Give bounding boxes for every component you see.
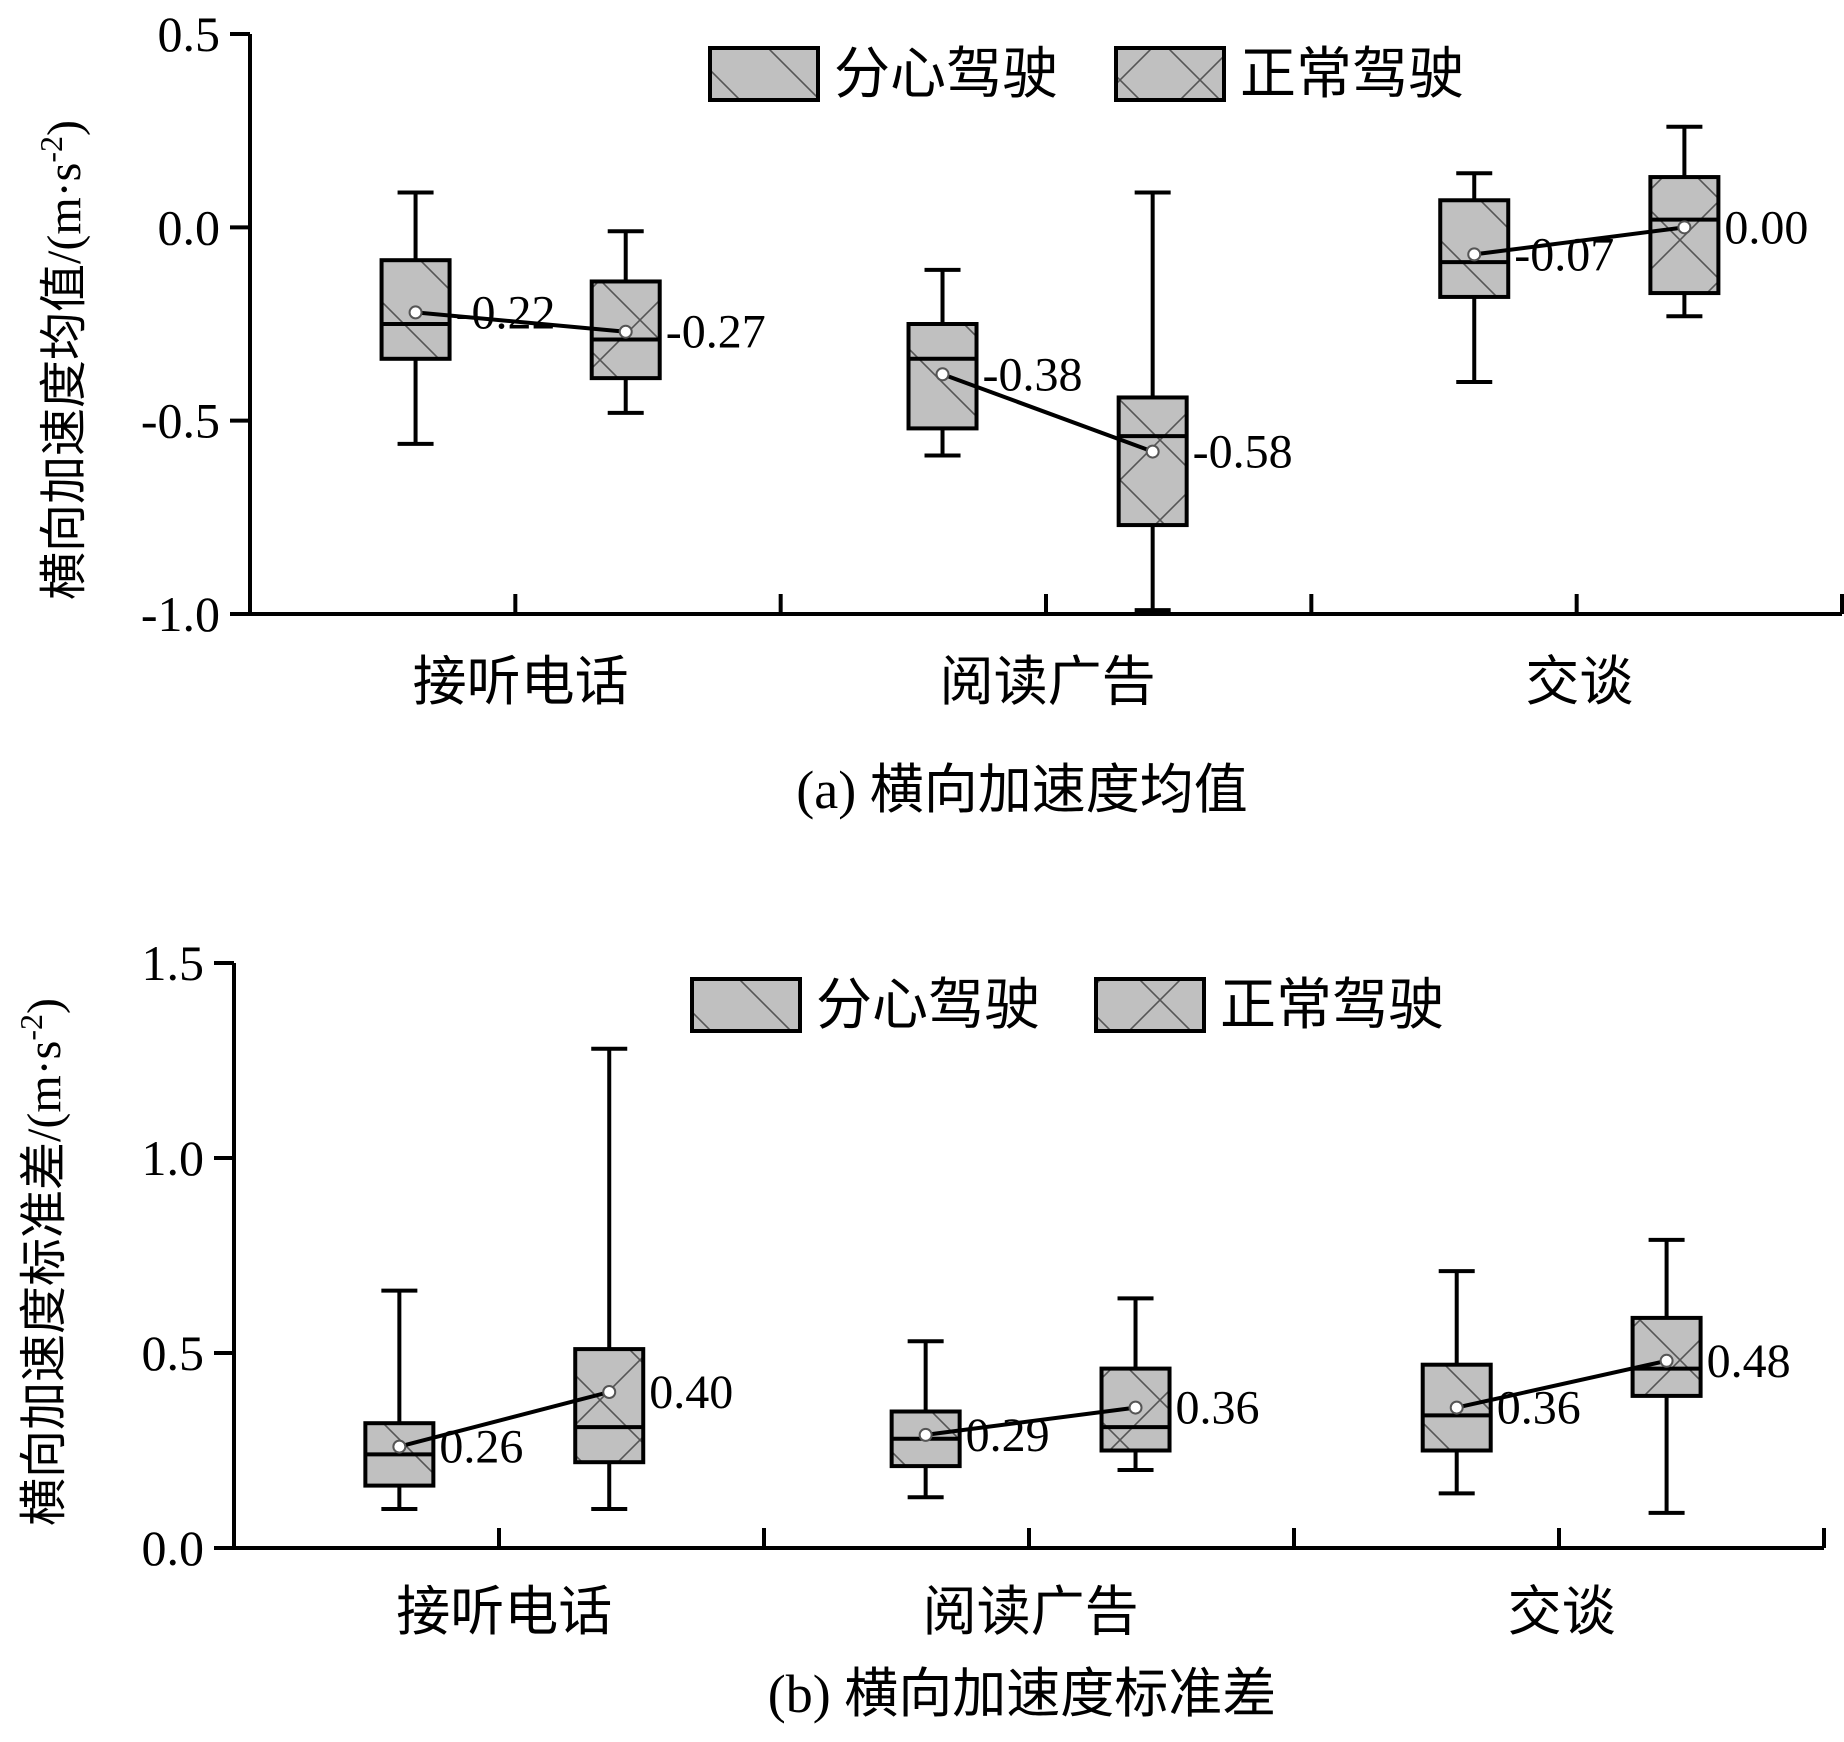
mean-connector bbox=[1456, 1358, 1668, 1410]
mean-marker bbox=[618, 324, 633, 339]
mean-marker bbox=[935, 367, 950, 382]
legend-swatch-normal bbox=[1114, 46, 1226, 102]
box bbox=[1116, 395, 1189, 528]
panel-caption: (a) 横向加速度均值 bbox=[796, 760, 1247, 820]
x-category-label: 接听电话 bbox=[413, 652, 629, 712]
mean-marker bbox=[1659, 1353, 1674, 1368]
y-tick-label: 1.5 bbox=[142, 935, 205, 991]
mean-connector bbox=[1473, 225, 1685, 257]
mean-marker bbox=[1145, 444, 1160, 459]
mean-value-label: -0.38 bbox=[983, 348, 1083, 401]
mean-value-label: -0.58 bbox=[1193, 426, 1293, 479]
mean-value-label: 0.36 bbox=[1497, 1382, 1581, 1435]
mean-value-label: -0.22 bbox=[456, 286, 556, 339]
y-tick-label: -1.0 bbox=[141, 586, 220, 642]
y-tick-label: 0.0 bbox=[158, 199, 221, 255]
mean-marker bbox=[602, 1385, 617, 1399]
y-tick-label: 1.0 bbox=[142, 1130, 205, 1186]
legend: 分心驾驶 正常驾驶 bbox=[708, 44, 1464, 106]
mean-connector bbox=[398, 1390, 610, 1449]
mean-connector bbox=[941, 372, 1154, 454]
mean-value-label: 0.36 bbox=[1176, 1382, 1260, 1435]
y-tick-label: 0.5 bbox=[142, 1325, 205, 1381]
mean-marker bbox=[408, 305, 423, 320]
mean-value-label: 0.48 bbox=[1707, 1335, 1791, 1388]
mean-marker bbox=[1449, 1400, 1464, 1415]
mean-value-label: 0.29 bbox=[966, 1409, 1050, 1462]
y-tick-label: -0.5 bbox=[141, 393, 220, 449]
mean-connector bbox=[925, 1405, 1136, 1437]
mean-value-label: 0.26 bbox=[439, 1421, 523, 1474]
box bbox=[1648, 175, 1721, 296]
panel-b-std-lateral-acceleration: 分心驾驶 正常驾驶 横向加速度标准差/(m·s-2) (b) 横向加速度标准差 … bbox=[13, 935, 1826, 1724]
mean-marker bbox=[1467, 247, 1482, 262]
y-axis-label: 横向加速度标准差/(m·s-2) bbox=[13, 998, 71, 1526]
y-tick-label: 0.0 bbox=[142, 1520, 205, 1576]
mean-marker bbox=[1677, 220, 1692, 235]
mean-marker bbox=[392, 1439, 407, 1454]
legend-label-normal: 正常驾驶 bbox=[1220, 975, 1444, 1037]
mean-marker bbox=[1128, 1400, 1143, 1415]
mean-value-label: -0.27 bbox=[666, 306, 766, 359]
mean-connector bbox=[415, 310, 626, 334]
mean-value-label: -0.07 bbox=[1514, 228, 1614, 281]
y-axis-label: 横向加速度均值/(m·s-2) bbox=[33, 120, 91, 600]
legend-swatch-distracted bbox=[708, 46, 820, 102]
x-category-label: 交谈 bbox=[1525, 652, 1633, 712]
panel-caption: (b) 横向加速度标准差 bbox=[768, 1664, 1276, 1724]
y-tick-label: 0.5 bbox=[158, 6, 221, 62]
legend-label-distracted: 分心驾驶 bbox=[816, 975, 1040, 1037]
x-category-label: 交谈 bbox=[1508, 1582, 1616, 1642]
x-category-label: 阅读广告 bbox=[923, 1582, 1139, 1642]
mean-value-label: 0.00 bbox=[1724, 201, 1808, 254]
x-category-label: 阅读广告 bbox=[940, 652, 1156, 712]
mean-marker bbox=[918, 1427, 933, 1442]
x-category-label: 接听电话 bbox=[396, 1582, 612, 1642]
legend: 分心驾驶 正常驾驶 bbox=[690, 975, 1444, 1037]
legend-label-normal: 正常驾驶 bbox=[1240, 44, 1464, 106]
legend-swatch-distracted bbox=[690, 977, 802, 1033]
mean-value-label: 0.40 bbox=[649, 1366, 733, 1419]
legend-swatch-normal bbox=[1094, 977, 1206, 1033]
legend-label-distracted: 分心驾驶 bbox=[834, 44, 1058, 106]
box bbox=[573, 1347, 646, 1465]
panel-a-mean-lateral-acceleration: 分心驾驶 正常驾驶 横向加速度均值/(m·s-2) (a) 横向加速度均值 -1… bbox=[33, 6, 1844, 820]
